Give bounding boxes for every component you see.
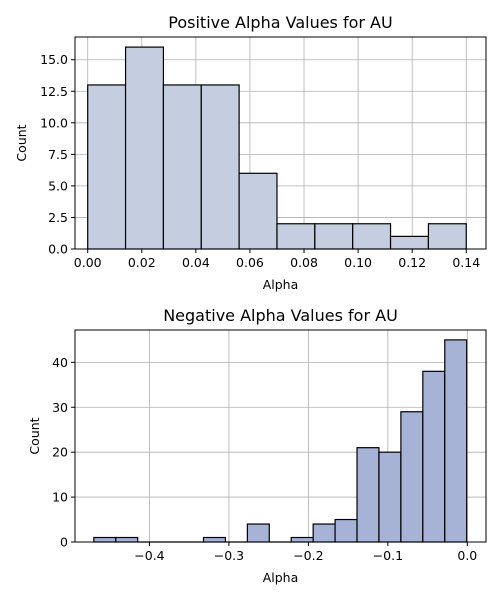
x-tick-label: 0.10	[344, 255, 372, 270]
histogram-bar	[312, 523, 336, 543]
x-tick-label: 0.0	[457, 548, 477, 563]
histogram-bar	[334, 518, 358, 543]
y-tick-label: 12.5	[40, 84, 68, 99]
histogram-bar	[162, 84, 202, 250]
y-tick-label: 10	[52, 490, 68, 505]
y-tick-label: 5.0	[48, 178, 68, 193]
chart-title: Negative Alpha Values for AU	[163, 306, 398, 325]
histogram-bar	[400, 411, 424, 543]
x-axis-label: Alpha	[263, 277, 299, 292]
histogram-bar	[87, 84, 127, 250]
x-tick-label: −0.4	[134, 548, 164, 563]
histogram-bar	[115, 536, 139, 543]
chart-positive-alpha: 0.00 0.02 0.04 0.06 0.08 0.10 0.12 0.14 0.0 2.5 5.…	[14, 13, 487, 292]
x-axis-label: Alpha	[263, 570, 299, 585]
y-tick-label: 20	[52, 445, 68, 460]
histogram-bar	[356, 447, 380, 543]
x-tick-label: −0.3	[214, 548, 244, 563]
x-tick-label: 0.02	[128, 255, 156, 270]
y-tick-label: 40	[52, 355, 68, 370]
histogram-bar	[246, 523, 270, 543]
histogram-bar	[422, 370, 446, 543]
histogram-bar	[389, 235, 430, 250]
y-axis-label: Count	[14, 124, 29, 161]
histogram-bar	[378, 451, 402, 543]
histogram-bar	[290, 536, 314, 543]
plot-frame	[74, 329, 487, 543]
y-tick-label: 15.0	[40, 52, 68, 67]
histogram-bar	[427, 223, 467, 250]
histogram-bar	[202, 536, 227, 543]
plot-frame	[74, 36, 487, 250]
x-tick-label: −0.2	[293, 548, 323, 563]
y-tick-label: 2.5	[48, 210, 68, 225]
histogram-bar	[314, 223, 354, 250]
histogram-bar	[200, 84, 240, 250]
y-tick-label: 30	[52, 400, 68, 415]
chart-negative-alpha: −0.4 −0.3 −0.2 −0.1 0.0 0 10 20 30 40 Negative Alp…	[27, 306, 487, 585]
x-tick-label: 0.14	[452, 255, 480, 270]
histogram-bar	[238, 172, 278, 250]
chart-title: Positive Alpha Values for AU	[168, 13, 392, 32]
histogram-bar	[93, 536, 117, 543]
histogram-bar	[124, 46, 165, 250]
y-axis-label: Count	[27, 417, 42, 454]
y-tick-label: 7.5	[48, 147, 68, 162]
y-tick-label: 0	[60, 535, 68, 550]
x-tick-label: 0.12	[398, 255, 426, 270]
histogram-bar	[444, 339, 468, 543]
x-tick-label: 0.04	[182, 255, 210, 270]
y-tick-label: 0.0	[48, 242, 68, 257]
y-tick-label: 10.0	[40, 115, 68, 130]
x-tick-label: 0.00	[74, 255, 102, 270]
histogram-bar	[276, 223, 316, 250]
x-tick-label: 0.08	[290, 255, 318, 270]
x-tick-label: 0.06	[236, 255, 264, 270]
x-tick-label: −0.1	[373, 548, 403, 563]
histogram-bar	[352, 223, 392, 250]
